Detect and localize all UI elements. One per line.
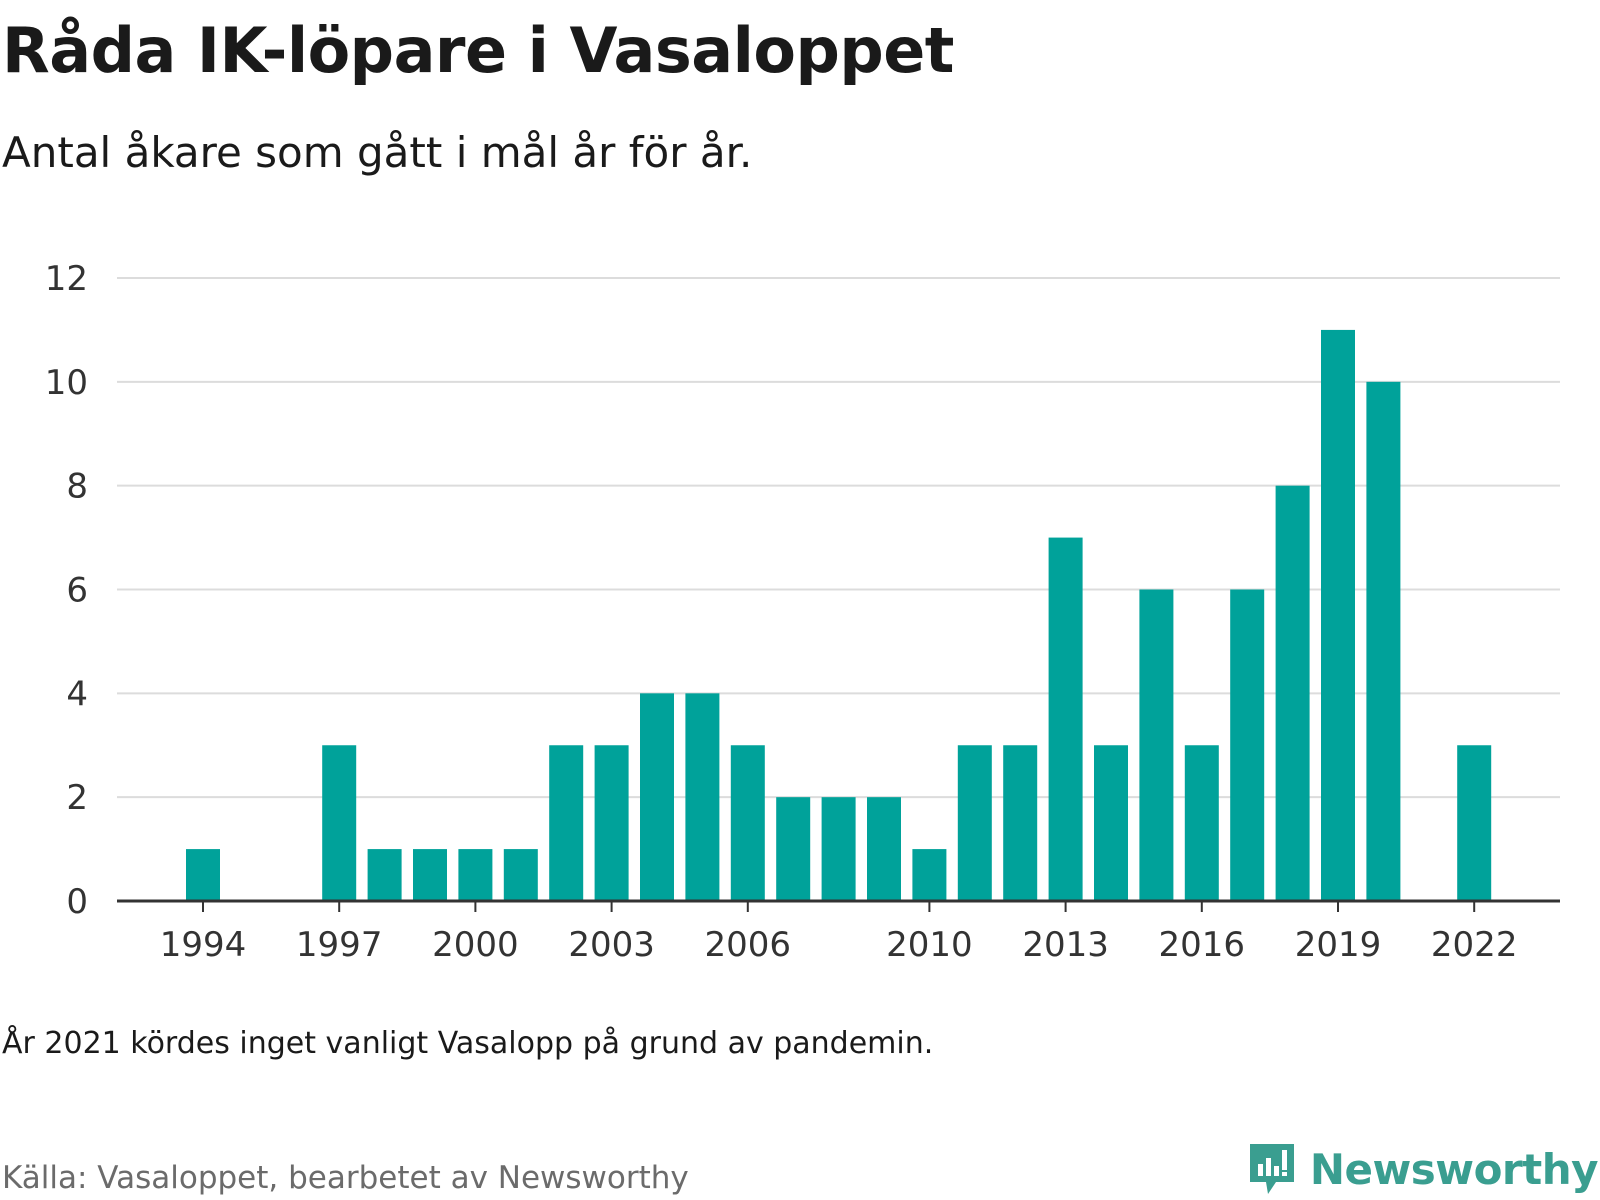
bar-1997: [322, 745, 357, 901]
bar-1998: [367, 849, 402, 901]
x-tick-label: 1997: [296, 925, 383, 965]
newsworthy-logo-icon: [1249, 1144, 1294, 1194]
bar-2000: [458, 849, 493, 901]
bar-2010: [912, 849, 947, 901]
y-tick-label: 0: [66, 882, 88, 922]
y-tick-label: 10: [45, 363, 88, 403]
bar-2008: [821, 797, 856, 901]
x-tick-label: 2003: [568, 925, 655, 965]
x-tick-label: 2000: [432, 925, 519, 965]
bar-2017: [1230, 589, 1265, 901]
bar-2014: [1094, 745, 1128, 901]
y-tick-label: 4: [66, 674, 88, 714]
bar-1999: [413, 849, 447, 901]
bars: [186, 329, 1492, 902]
bar-2013: [1048, 537, 1083, 901]
bar-2002: [549, 745, 584, 901]
bar-2009: [867, 797, 901, 901]
bar-chart: 0 2 4 6 8 10 12 1994 1997 2000 2003 2006 2010 2013 20…: [45, 259, 1560, 965]
bar-2018: [1275, 485, 1310, 901]
y-axis-labels: 0 2 4 6 8 10 12: [45, 259, 88, 922]
bar-2001: [503, 849, 538, 901]
x-tick-label: 2010: [886, 925, 973, 965]
x-tick-label: 2006: [705, 925, 792, 965]
footnote: År 2021 kördes inget vanligt Vasalopp på…: [2, 1026, 934, 1061]
y-tick-label: 12: [45, 259, 88, 299]
bar-2011: [957, 745, 992, 901]
bar-2003: [594, 745, 629, 901]
bar-2020: [1366, 381, 1401, 901]
newsworthy-logo: Newsworthy: [1246, 1140, 1599, 1198]
x-axis-labels: 1994 1997 2000 2003 2006 2010 2013 2016 2019 2022: [160, 925, 1518, 965]
bar-2005: [685, 693, 720, 901]
x-tick-label: 2013: [1022, 925, 1109, 965]
x-tick-label: 2022: [1431, 925, 1518, 965]
bar-2015: [1139, 589, 1174, 901]
x-axis: [117, 899, 1560, 912]
bar-2007: [776, 797, 811, 901]
bar-2012: [1003, 745, 1038, 901]
chart-title: Råda IK-löpare i Vasaloppet: [2, 14, 954, 87]
newsworthy-logo-text: Newsworthy: [1309, 1144, 1599, 1194]
bar-2022: [1457, 745, 1492, 901]
bar-2004: [640, 693, 674, 901]
bar-2016: [1184, 745, 1219, 901]
x-tick-label: 2019: [1295, 925, 1382, 965]
x-tick-label: 1994: [160, 925, 247, 965]
x-tick-label: 2016: [1159, 925, 1246, 965]
bar-2006: [730, 745, 765, 901]
y-tick-label: 2: [66, 778, 88, 818]
source-credit: Källa: Vasaloppet, bearbetet av Newswort…: [2, 1160, 689, 1196]
y-tick-label: 6: [66, 571, 88, 611]
bar-1994: [186, 849, 220, 901]
chart-subtitle: Antal åkare som gått i mål år för år.: [2, 128, 753, 177]
y-tick-label: 8: [66, 467, 88, 507]
bar-2019: [1321, 329, 1355, 902]
